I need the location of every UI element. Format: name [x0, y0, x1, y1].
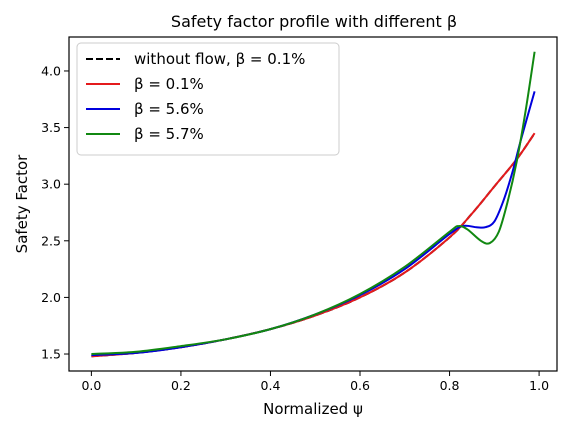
x-tick-label: 1.0 [529, 378, 549, 393]
series-line-3 [91, 51, 536, 356]
legend-box [76, 42, 340, 156]
y-tick-label: 4.0 [41, 63, 61, 78]
plot-area [91, 51, 536, 358]
x-tick-label: 0.6 [350, 378, 370, 393]
series-line-1 [91, 132, 536, 358]
legend-label-1: β = 0.1% [134, 75, 204, 93]
y-tick-label: 3.5 [41, 120, 61, 135]
legend: without flow, β = 0.1% β = 0.1% β = 5.6% β … [76, 42, 340, 156]
axes-frame [68, 36, 558, 372]
x-tick-label: 0.8 [440, 378, 460, 393]
y-tick-label: 2.5 [41, 233, 61, 248]
x-tick-label: 0.2 [171, 378, 191, 393]
legend-label-0: without flow, β = 0.1% [134, 50, 305, 68]
x-axis-label: Normalized ψ [263, 400, 363, 418]
y-axis-label: Safety Factor [13, 154, 31, 253]
y-tick-label: 3.0 [41, 177, 61, 192]
y-tick-label: 1.5 [41, 347, 61, 362]
y-tick-label: 2.0 [41, 290, 61, 305]
series-line-0 [91, 132, 536, 358]
legend-label-3: β = 5.7% [134, 125, 204, 143]
x-axis-ticks: 0.0 0.2 0.4 0.6 0.8 1.0 [81, 371, 549, 393]
x-tick-label: 0.0 [81, 378, 101, 393]
legend-label-2: β = 5.6% [134, 100, 204, 118]
x-tick-label: 0.4 [261, 378, 281, 393]
chart-title: Safety factor profile with different β [171, 12, 457, 31]
y-axis-ticks: 1.5 2.0 2.5 3.0 3.5 4.0 [41, 63, 69, 362]
